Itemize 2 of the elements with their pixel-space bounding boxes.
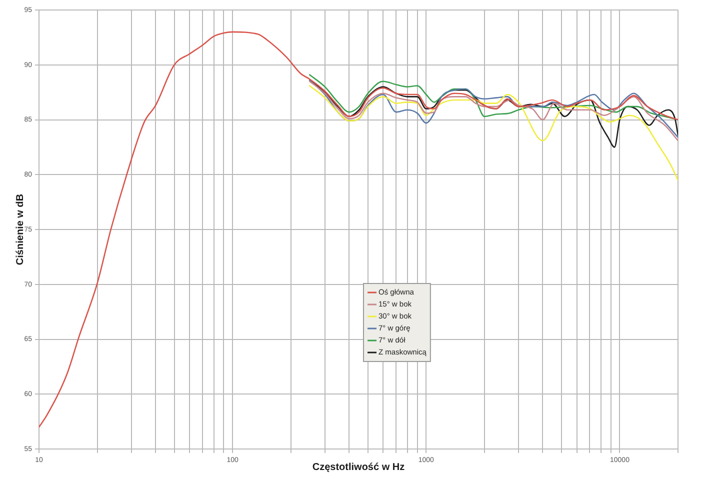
y-axis-title: Ciśnienie w dB: [14, 194, 26, 266]
x-axis-title: Częstotliwość w Hz: [312, 462, 405, 473]
